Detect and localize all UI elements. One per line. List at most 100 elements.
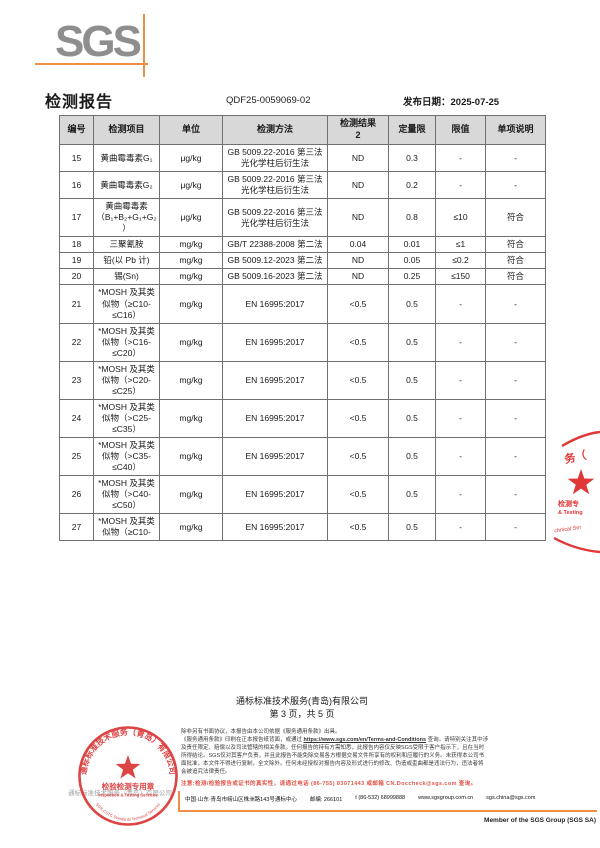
cell-method: GB 5009.12-2023 第二法	[222, 252, 328, 270]
cell-item: *MOSH 及其类似物（≥C10-	[93, 513, 160, 542]
cell-conclusion: -	[485, 322, 546, 362]
cell-conclusion: 符合	[485, 268, 546, 286]
seal-subtitle-text: Inspection & Testing Services	[98, 793, 158, 798]
cell-no: 22	[59, 322, 94, 362]
cell-method: GB/T 22388-2008 第二法	[222, 236, 328, 254]
cell-limit: -	[435, 171, 486, 200]
right-seal-fragment-line3: chnical Ser	[554, 525, 582, 535]
cell-conclusion: -	[485, 398, 546, 439]
table-row: 27 *MOSH 及其类似物（≥C10- mg/kg EN 16995:2017 <0.…	[59, 513, 546, 542]
results-table-body: 15 黄曲霉毒素G₁ μg/kg GB 5009.22-2016 第三法光化学柱后衍生…	[59, 143, 546, 542]
cell-limit: -	[435, 475, 486, 515]
table-row: 22 *MOSH 及其类似物（>C16-≤C20） mg/kg EN 16995:20…	[59, 322, 546, 362]
footer-page-number: 第 3 页，共 5 页	[269, 709, 335, 719]
cell-no: 23	[59, 360, 94, 400]
cell-result: <0.5	[327, 360, 389, 400]
cell-conclusion: 符合	[485, 252, 546, 270]
cell-no: 26	[59, 475, 94, 515]
cell-result: <0.5	[327, 284, 389, 324]
table-row: 16 黄曲霉毒素G₂ μg/kg GB 5009.22-2016 第三法光化学柱后衍生…	[59, 171, 546, 200]
cell-unit: mg/kg	[159, 236, 223, 254]
cell-conclusion: -	[485, 171, 546, 200]
footer-company-name: 通标标准技术服务(青岛)有限公司	[236, 696, 368, 706]
col-header-method: 检测方法	[222, 115, 328, 145]
cell-unit: mg/kg	[159, 513, 223, 542]
cell-result: <0.5	[327, 437, 389, 477]
cell-item: 黄曲霉毒素（B₁+B₂+G₁+G₂）	[93, 198, 160, 238]
cell-no: 17	[59, 198, 94, 238]
cell-result: ND	[327, 268, 389, 286]
cell-conclusion: -	[485, 513, 546, 542]
cell-unit: mg/kg	[159, 284, 223, 324]
fine-print-line: 面批准，本文件不得进行复制，全文除外。任何未经授权对报告内容及形式进行的修改、伪…	[181, 760, 484, 767]
table-row: 21 *MOSH 及其类似物（≥C10-≤C16） mg/kg EN 16995:20…	[59, 284, 546, 324]
fine-print-line: 会被追究法律责任。	[181, 768, 231, 775]
terms-fine-print: 除非另有书面协议，本报告由本公司依据《服务通用条款》出具。 《服务通用条款》印刷…	[181, 729, 597, 777]
cell-limit: -	[435, 284, 486, 324]
cell-loq: 0.8	[388, 198, 436, 238]
cell-result: <0.5	[327, 513, 389, 542]
fine-print-line: 《服务通用条款》印刷在正本报告纸背面，或通过 https://www.sgs.c…	[181, 736, 489, 743]
cell-loq: 0.5	[388, 475, 436, 515]
cell-conclusion: 符合	[485, 198, 546, 238]
cell-no: 20	[59, 268, 94, 286]
cell-limit: -	[435, 360, 486, 400]
cell-method: GB 5009.16-2023 第二法	[222, 268, 328, 286]
cell-limit: ≤150	[435, 268, 486, 286]
cell-loq: 0.05	[388, 252, 436, 270]
star-icon	[115, 755, 141, 779]
cell-result: ND	[327, 252, 389, 270]
cell-loq: 0.5	[388, 437, 436, 477]
right-seal-fragment-line2: & Testing	[558, 510, 583, 516]
table-row: 19 铅(以 Pb 计) mg/kg GB 5009.12-2023 第二法 ND 0.0…	[59, 252, 546, 270]
cell-unit: mg/kg	[159, 437, 223, 477]
cell-limit: -	[435, 437, 486, 477]
cell-method: EN 16995:2017	[222, 513, 328, 542]
cell-unit: μg/kg	[159, 143, 223, 173]
cell-no: 21	[59, 284, 94, 324]
cell-limit: -	[435, 513, 486, 542]
cell-no: 19	[59, 252, 94, 270]
terms-and-conditions-link[interactable]: https://www.sgs.com/en/Terms-and-Conditi…	[303, 736, 427, 743]
table-row: 23 *MOSH 及其类似物（>C20-≤C25） mg/kg EN 16995:20…	[59, 360, 546, 400]
table-row: 18 三聚氰胺 mg/kg GB/T 22388-2008 第二法 0.04 0.01 ≤1…	[59, 236, 546, 254]
col-header-result: 检测结果 2	[327, 115, 389, 145]
sgs-logo: SGS	[55, 17, 142, 66]
postal-code: 邮编: 266101	[309, 797, 343, 803]
company-address: 中国·山东·青岛市崂山区株洲路143号通标中心	[185, 797, 297, 803]
cell-result: <0.5	[327, 475, 389, 515]
cell-no: 16	[59, 171, 94, 200]
cell-conclusion: -	[485, 475, 546, 515]
results-table-container: 编号 检测项目 单位 检测方法 检测结果 2 定量限 限值 单项说明 15 黄曲霉…	[59, 115, 546, 542]
table-header-row: 编号 检测项目 单位 检测方法 检测结果 2 定量限 限值 单项说明	[59, 115, 546, 145]
cell-loq: 0.5	[388, 360, 436, 400]
cell-conclusion: -	[485, 284, 546, 324]
cell-result: ND	[327, 171, 389, 200]
cell-item: 铅(以 Pb 计)	[93, 252, 160, 270]
cell-no: 18	[59, 236, 94, 254]
col-header-unit: 单位	[159, 115, 223, 145]
cell-method: EN 16995:2017	[222, 284, 328, 324]
report-number: QDF25-0059069-02	[226, 95, 311, 106]
cell-no: 24	[59, 398, 94, 439]
cell-item: *MOSH 及其类似物（>C40-≤C50）	[93, 475, 160, 515]
seal-title-text: 检验检测专用章	[102, 781, 155, 791]
address-divider-line	[178, 791, 180, 810]
cell-conclusion: -	[485, 360, 546, 400]
cell-limit: ≤0.2	[435, 252, 486, 270]
company-seal-stamp-icon: 通标标准技术服务（青岛）有限公司 检验检测专用章 Inspection & Te…	[78, 726, 178, 826]
cell-result: <0.5	[327, 322, 389, 362]
cell-item: 黄曲霉毒素G₂	[93, 171, 160, 200]
star-icon	[567, 469, 595, 495]
fine-print-line: 及责任限定、赔偿以及司法管辖的相关条款。任何报告的持有方需知悉，此报告内容仅反映…	[181, 744, 485, 751]
fine-print-line: 除非另有书面协议，本报告由本公司依据《服务通用条款》出具。	[181, 729, 341, 735]
cell-result: <0.5	[327, 398, 389, 439]
cell-limit: ≤1	[435, 236, 486, 254]
cell-item: *MOSH 及其类似物（≥C10-≤C16）	[93, 284, 160, 324]
cell-method: GB 5009.22-2016 第三法光化学柱后衍生法	[222, 143, 328, 173]
cell-unit: mg/kg	[159, 322, 223, 362]
cell-item: 黄曲霉毒素G₁	[93, 143, 160, 173]
right-seal-fragment-top: 务（	[563, 448, 587, 466]
cell-limit: -	[435, 143, 486, 173]
cell-item: 锡(Sn)	[93, 268, 160, 286]
